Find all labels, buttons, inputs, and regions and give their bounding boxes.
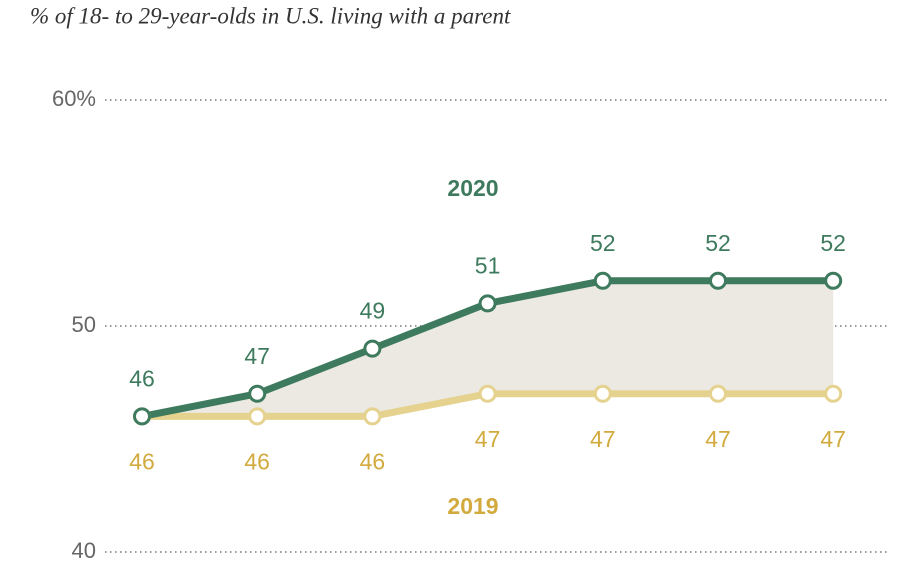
data-label: 47: [244, 343, 270, 369]
data-label: 47: [820, 426, 846, 452]
point: [593, 384, 612, 403]
point: [133, 407, 151, 426]
gap-area: [142, 280, 834, 417]
data-label: 46: [360, 448, 386, 474]
data-label: 49: [360, 298, 386, 324]
data-label: 52: [820, 230, 846, 256]
point: [248, 384, 267, 403]
data-label: 52: [705, 230, 731, 256]
point: [478, 384, 497, 403]
data-label: 47: [590, 426, 616, 452]
y-tick-label: 50: [72, 312, 96, 337]
data-label: 52: [590, 230, 616, 256]
data-label: 46: [129, 448, 155, 474]
y-tick-label: 40: [72, 538, 96, 563]
point: [824, 271, 843, 290]
series-label: 2019: [447, 493, 498, 519]
point: [824, 384, 843, 403]
point: [709, 384, 727, 403]
data-label: 46: [129, 365, 155, 391]
data-label: 47: [475, 426, 501, 452]
data-label: 47: [705, 426, 731, 452]
chart-title: % of 18- to 29-year-olds in U.S. living …: [30, 3, 511, 28]
point: [363, 339, 382, 358]
data-label: 51: [475, 252, 501, 278]
point: [709, 271, 727, 290]
y-tick-label: 60%: [52, 86, 96, 111]
point: [593, 271, 612, 290]
series-label: 2020: [447, 175, 498, 201]
data-label: 46: [244, 448, 270, 474]
point: [363, 407, 382, 426]
point: [248, 407, 267, 426]
point: [478, 294, 497, 313]
